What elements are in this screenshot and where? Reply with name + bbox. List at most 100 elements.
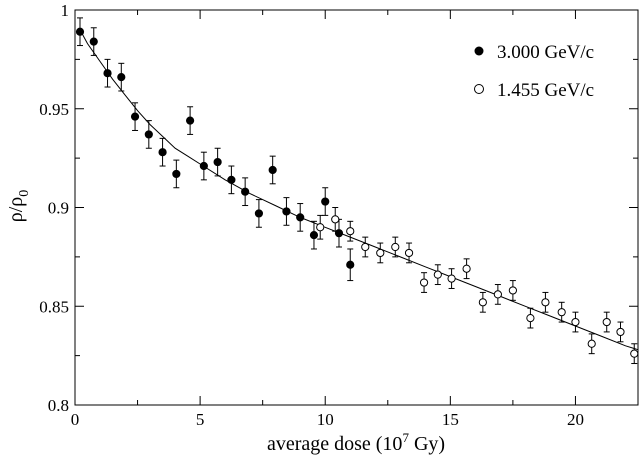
data-point-series-1: [321, 187, 330, 216]
data-point-series-2: [361, 236, 370, 258]
legend: 3.000 GeV/c 1.455 GeV/c: [474, 42, 594, 101]
marker-open: [462, 264, 471, 273]
marker-filled: [89, 37, 98, 46]
data-point-series-1: [89, 27, 98, 56]
marker-open: [630, 349, 639, 358]
marker-open: [331, 215, 340, 224]
marker-filled: [296, 213, 305, 222]
marker-open: [587, 339, 596, 348]
marker-filled: [186, 116, 195, 125]
data-point-series-2: [493, 284, 502, 305]
legend-label-series-1: 3.000 GeV/c: [497, 42, 594, 63]
marker-open: [571, 317, 580, 327]
data-point-series-1: [158, 137, 167, 167]
legend-label-series-2: 1.455 GeV/c: [497, 80, 594, 101]
data-point-series-1: [346, 248, 355, 282]
marker-open: [433, 270, 442, 279]
data-point-series-2: [541, 291, 550, 313]
marker-filled: [227, 175, 236, 184]
data-point-series-2: [571, 311, 580, 333]
marker-open: [508, 286, 517, 295]
marker-filled: [309, 231, 319, 240]
y-tick-label: 1: [61, 1, 70, 20]
marker-open: [316, 223, 325, 232]
y-tick-label: 0.95: [39, 100, 69, 119]
marker-filled: [130, 112, 140, 121]
data-point-series-2: [630, 343, 639, 365]
marker-filled: [254, 209, 264, 218]
x-axis-title-tail: Gy): [409, 433, 445, 455]
data-markers: [75, 17, 639, 365]
marker-filled: [346, 260, 355, 269]
y-axis-title: ρ/ρ0: [5, 190, 32, 223]
x-tick-label: 0: [71, 410, 80, 429]
legend-marker-open: [474, 84, 484, 94]
marker-open: [361, 242, 370, 252]
marker-open: [391, 242, 400, 252]
plot-frame: [74, 9, 639, 406]
data-point-series-1: [268, 155, 277, 185]
data-point-series-1: [186, 106, 195, 135]
axis-tick-labels: 0 5 10 15 20 0.8 0.85 0.9 0.95 1: [39, 1, 584, 429]
marker-open: [346, 227, 355, 236]
data-point-series-2: [462, 258, 471, 280]
x-tick-label: 15: [442, 410, 459, 429]
data-point-series-2: [557, 301, 566, 323]
marker-open: [493, 290, 502, 299]
data-point-series-2: [391, 236, 400, 258]
data-point-series-1: [254, 199, 264, 228]
x-tick-label: 20: [567, 410, 584, 429]
data-point-series-2: [316, 214, 325, 240]
data-point-series-2: [602, 311, 611, 333]
marker-filled: [321, 197, 330, 206]
marker-filled: [158, 148, 167, 157]
y-axis-title-sub: 0: [17, 190, 32, 197]
data-point-series-2: [526, 307, 535, 329]
data-point-series-2: [376, 242, 385, 264]
x-axis-title-sup: 7: [402, 430, 409, 445]
marker-open: [557, 308, 566, 317]
data-point-series-1: [309, 220, 319, 250]
y-axis-title-main: ρ/ρ: [5, 197, 27, 223]
data-point-series-2: [433, 264, 442, 286]
data-point-series-1: [213, 147, 222, 177]
data-point-series-2: [587, 333, 596, 355]
marker-open: [376, 248, 385, 258]
data-point-series-1: [334, 218, 344, 248]
y-tick-label: 0.85: [39, 297, 69, 316]
data-point-series-1: [296, 203, 305, 232]
data-point-series-2: [478, 291, 487, 313]
data-point-series-1: [144, 120, 153, 149]
x-tick-label: 10: [317, 410, 334, 429]
data-point-series-2: [616, 321, 625, 343]
data-point-series-2: [346, 220, 355, 242]
marker-filled: [75, 27, 85, 36]
fit-curve: [79, 29, 639, 351]
data-point-series-2: [419, 272, 429, 293]
axis-ticks: [74, 9, 638, 406]
data-point-series-1: [282, 197, 291, 226]
data-point-series-1: [103, 58, 112, 88]
marker-open: [602, 317, 611, 327]
data-point-series-2: [508, 280, 517, 301]
x-tick-label: 5: [196, 410, 205, 429]
data-point-series-1: [75, 17, 85, 47]
marker-filled: [103, 69, 112, 78]
data-point-series-2: [331, 207, 340, 232]
marker-filled: [172, 169, 181, 179]
marker-open: [447, 274, 456, 283]
marker-filled: [213, 157, 222, 167]
marker-filled: [268, 165, 277, 175]
data-point-series-1: [199, 151, 208, 181]
data-point-series-1: [117, 62, 126, 92]
data-point-series-2: [447, 268, 456, 289]
data-point-series-2: [404, 242, 414, 264]
marker-open: [616, 327, 625, 337]
marker-open: [541, 298, 550, 307]
y-tick-label: 0.8: [48, 396, 69, 415]
marker-filled: [144, 130, 153, 139]
legend-marker-filled: [474, 46, 484, 56]
marker-open: [526, 314, 535, 323]
marker-filled: [241, 187, 250, 196]
